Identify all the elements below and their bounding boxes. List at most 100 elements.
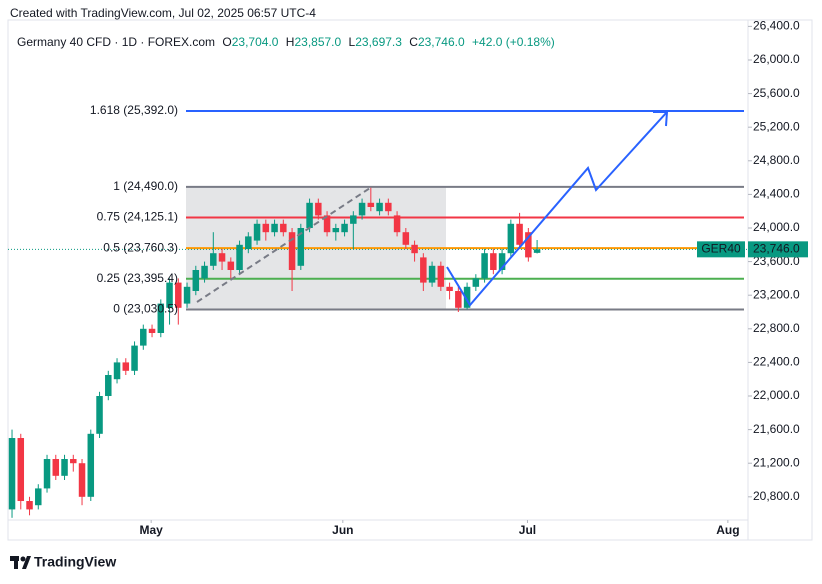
candle-body xyxy=(472,278,480,287)
created-note: Created with TradingView.com, Jul 02, 20… xyxy=(10,6,316,20)
candle-body xyxy=(166,282,173,308)
candle-body xyxy=(367,202,375,207)
candle-body xyxy=(8,438,16,510)
candle-body xyxy=(113,362,121,380)
candle-body xyxy=(533,249,541,253)
candle-body xyxy=(175,282,182,308)
candle-body xyxy=(245,236,252,249)
candle-body xyxy=(428,265,436,283)
candle-body xyxy=(507,223,515,254)
candle-body xyxy=(402,232,410,245)
candle-body xyxy=(393,215,401,233)
ohlc-value: 23,704.0 xyxy=(232,35,279,49)
fib-label: 0.25 (23,395.4) xyxy=(97,271,178,285)
candle-body xyxy=(463,286,471,308)
candle-body xyxy=(131,345,138,371)
projection-arrow xyxy=(653,111,669,127)
ohlc-value: 23,697.3 xyxy=(355,35,402,49)
candle-body xyxy=(411,244,418,254)
symbol-legend: Germany 40 CFD · 1D · FOREX.com O23,704.… xyxy=(17,35,555,49)
candle-body xyxy=(122,362,130,371)
y-tick-label: 23,200.0 xyxy=(753,287,800,301)
trend-line xyxy=(196,187,371,303)
logo xyxy=(10,556,31,569)
candle-body xyxy=(525,232,532,258)
candle-body xyxy=(52,459,60,476)
y-tick-label: 24,400.0 xyxy=(753,187,800,201)
y-tick-label: 26,000.0 xyxy=(753,52,800,66)
y-tick-label: 21,600.0 xyxy=(753,422,800,436)
candle-body xyxy=(35,488,42,506)
x-tick-label: Jul xyxy=(519,523,536,537)
candle-body xyxy=(446,286,453,292)
candle-body xyxy=(157,303,165,334)
candle-body xyxy=(455,291,462,308)
ohlc-key: C xyxy=(409,35,418,49)
candle-body xyxy=(297,227,305,266)
ohlc-key: O xyxy=(222,35,231,49)
symbol-tag-text: GER40 xyxy=(701,242,741,256)
fib-label: 1 (24,490.0) xyxy=(113,179,178,193)
candle-body xyxy=(253,223,261,241)
candle-body xyxy=(61,459,68,476)
y-tick-label: 21,200.0 xyxy=(753,455,800,469)
candle-body xyxy=(490,253,497,270)
candle-body xyxy=(332,227,340,233)
candle-body xyxy=(350,215,357,224)
candle-body xyxy=(358,202,366,216)
candle-body xyxy=(17,438,25,502)
ohlc-value: 23,746.0 xyxy=(418,35,465,49)
candle-body xyxy=(70,459,77,464)
candle-body xyxy=(498,253,506,270)
projection-path xyxy=(446,111,668,307)
candle-body xyxy=(385,202,392,212)
y-tick-label: 25,200.0 xyxy=(753,119,800,133)
symbol-tag xyxy=(697,241,745,258)
y-tick-label: 26,400.0 xyxy=(753,19,800,33)
chart-frame xyxy=(7,19,813,541)
fib-label: 0 (23,030.5) xyxy=(113,302,178,316)
candle-body xyxy=(218,253,226,262)
candle-body xyxy=(140,328,147,346)
candle-body xyxy=(201,265,208,279)
y-tick-label: 22,000.0 xyxy=(753,388,800,402)
candle-body xyxy=(96,396,103,434)
candle-body xyxy=(323,215,331,233)
candle-body xyxy=(437,265,445,287)
candle-body xyxy=(43,459,51,489)
candle-body xyxy=(516,223,523,245)
candle-body xyxy=(420,257,427,283)
fib-label: 0.75 (24,125.1) xyxy=(97,210,178,224)
candle-body xyxy=(262,223,270,233)
fib-label: 0.5 (23,760.3) xyxy=(103,240,178,254)
ohlc-key: H xyxy=(286,35,295,49)
symbol: Germany 40 CFD · 1D · FOREX.com xyxy=(17,35,215,49)
candle-body xyxy=(210,253,217,266)
candle-body xyxy=(78,463,86,497)
candle-body xyxy=(376,202,383,212)
candle-body xyxy=(227,261,235,270)
y-tick-label: 25,600.0 xyxy=(753,86,800,100)
candle-body xyxy=(236,244,243,270)
candle-body xyxy=(341,223,348,233)
ohlc-value: 23,857.0 xyxy=(294,35,341,49)
y-tick-label: 24,800.0 xyxy=(753,153,800,167)
candle-body xyxy=(280,223,287,233)
candle-body xyxy=(271,223,278,233)
fib-label: 1.618 (25,392.0) xyxy=(90,103,178,117)
y-tick-label: 22,800.0 xyxy=(753,321,800,335)
candle-body xyxy=(26,501,33,510)
candle-body xyxy=(105,375,112,397)
candle-body xyxy=(288,232,296,270)
x-tick-label: May xyxy=(139,523,163,537)
candle-body xyxy=(315,202,322,216)
candle-body xyxy=(87,433,95,497)
price-tag xyxy=(748,241,808,258)
x-tick-label: Aug xyxy=(716,523,739,537)
candle-body xyxy=(481,253,488,279)
y-tick-label: 20,800.0 xyxy=(753,489,800,503)
y-tick-label: 24,000.0 xyxy=(753,220,800,234)
ohlc-key: L xyxy=(349,35,356,49)
x-tick-label: Jun xyxy=(332,523,353,537)
